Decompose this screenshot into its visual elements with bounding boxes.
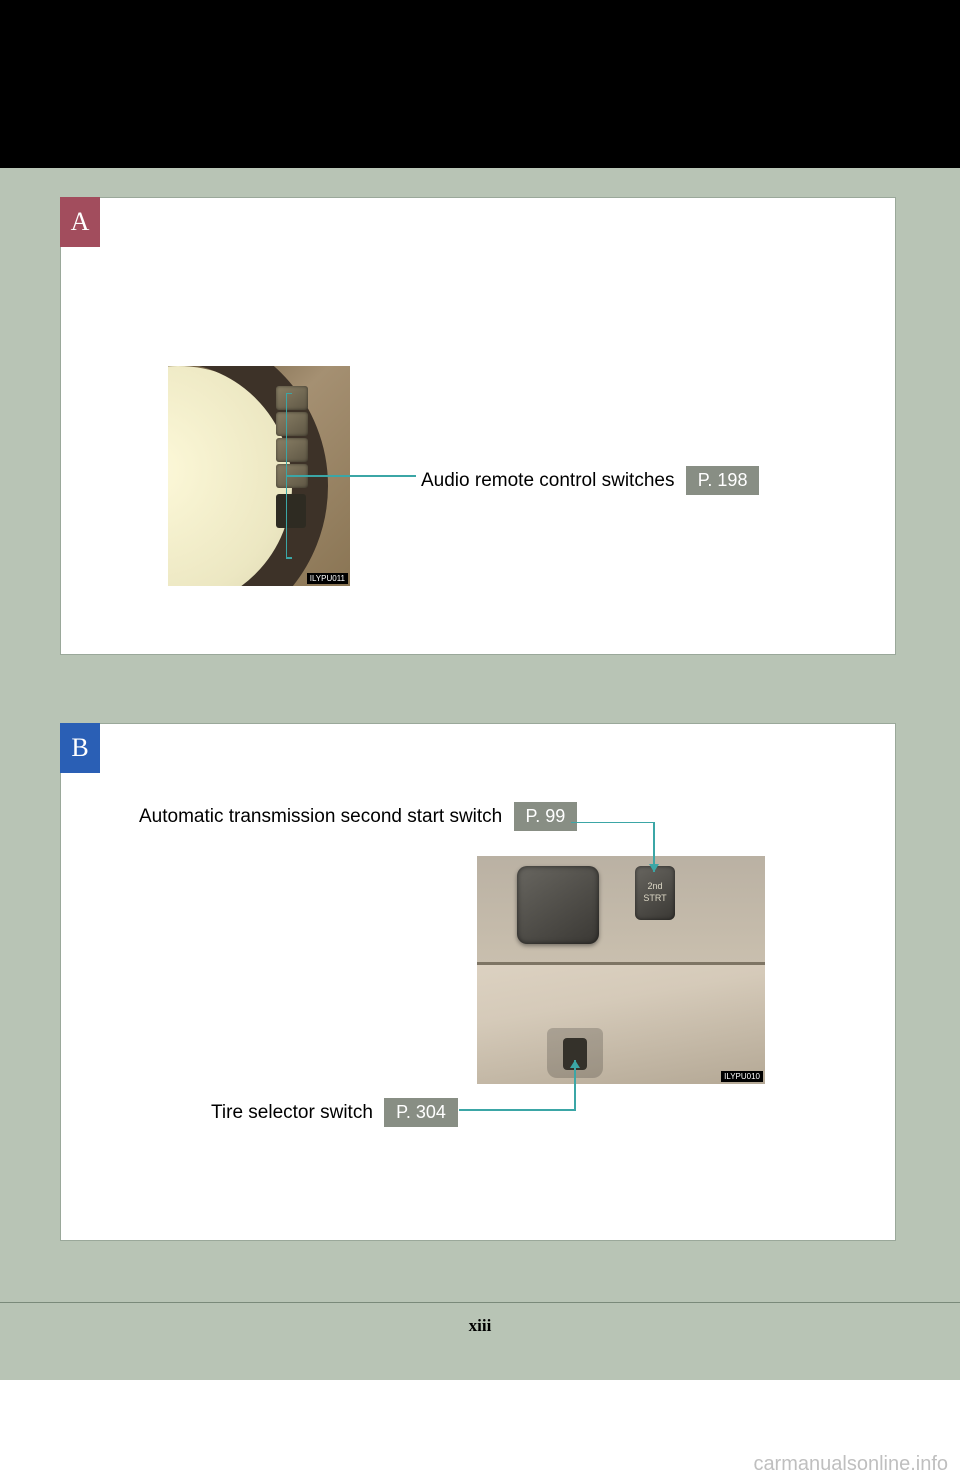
- image-b-caption: ILYPU010: [721, 1071, 763, 1082]
- section-a-tag: A: [60, 197, 100, 247]
- wheel-button: [276, 438, 308, 462]
- second-start-button: 2nd STRT: [635, 866, 675, 920]
- tire-selector-label: Tire selector switch P. 304: [211, 1098, 458, 1127]
- second-start-label: Automatic transmission second start swit…: [139, 802, 577, 831]
- center-console-image: 2nd STRT ILYPU010: [477, 856, 765, 1084]
- tire-selector-pref[interactable]: P. 304: [384, 1098, 458, 1127]
- wheel-button: [276, 412, 308, 436]
- console-seam: [477, 962, 765, 965]
- second-start-pref[interactable]: P. 99: [514, 802, 578, 831]
- watermark: carmanualsonline.info: [753, 1453, 948, 1476]
- steering-wheel-image: ILYPU011: [168, 366, 350, 586]
- audio-remote-text: Audio remote control switches: [421, 470, 674, 491]
- wheel-button: [276, 464, 308, 488]
- footer-divider: [0, 1302, 960, 1303]
- wheel-mode-button: [276, 494, 306, 528]
- image-a-caption: ILYPU011: [307, 573, 348, 584]
- section-b: B Automatic transmission second start sw…: [60, 723, 896, 1241]
- header-black-band: [0, 0, 960, 168]
- section-a: A ILYPU011 Audio remote control switches…: [60, 197, 896, 655]
- tire-selector-switch: [563, 1038, 587, 1070]
- console-blank-button: [517, 866, 599, 944]
- audio-remote-pref[interactable]: P. 198: [686, 466, 760, 495]
- page-number: xiii: [0, 1316, 960, 1336]
- audio-remote-label: Audio remote control switches P. 198: [421, 466, 759, 495]
- wheel-button: [276, 386, 308, 410]
- section-b-tag: B: [60, 723, 100, 773]
- tire-selector-text: Tire selector switch: [211, 1102, 373, 1123]
- second-start-text: Automatic transmission second start swit…: [139, 806, 502, 827]
- wheel-button-cluster: [276, 386, 310, 556]
